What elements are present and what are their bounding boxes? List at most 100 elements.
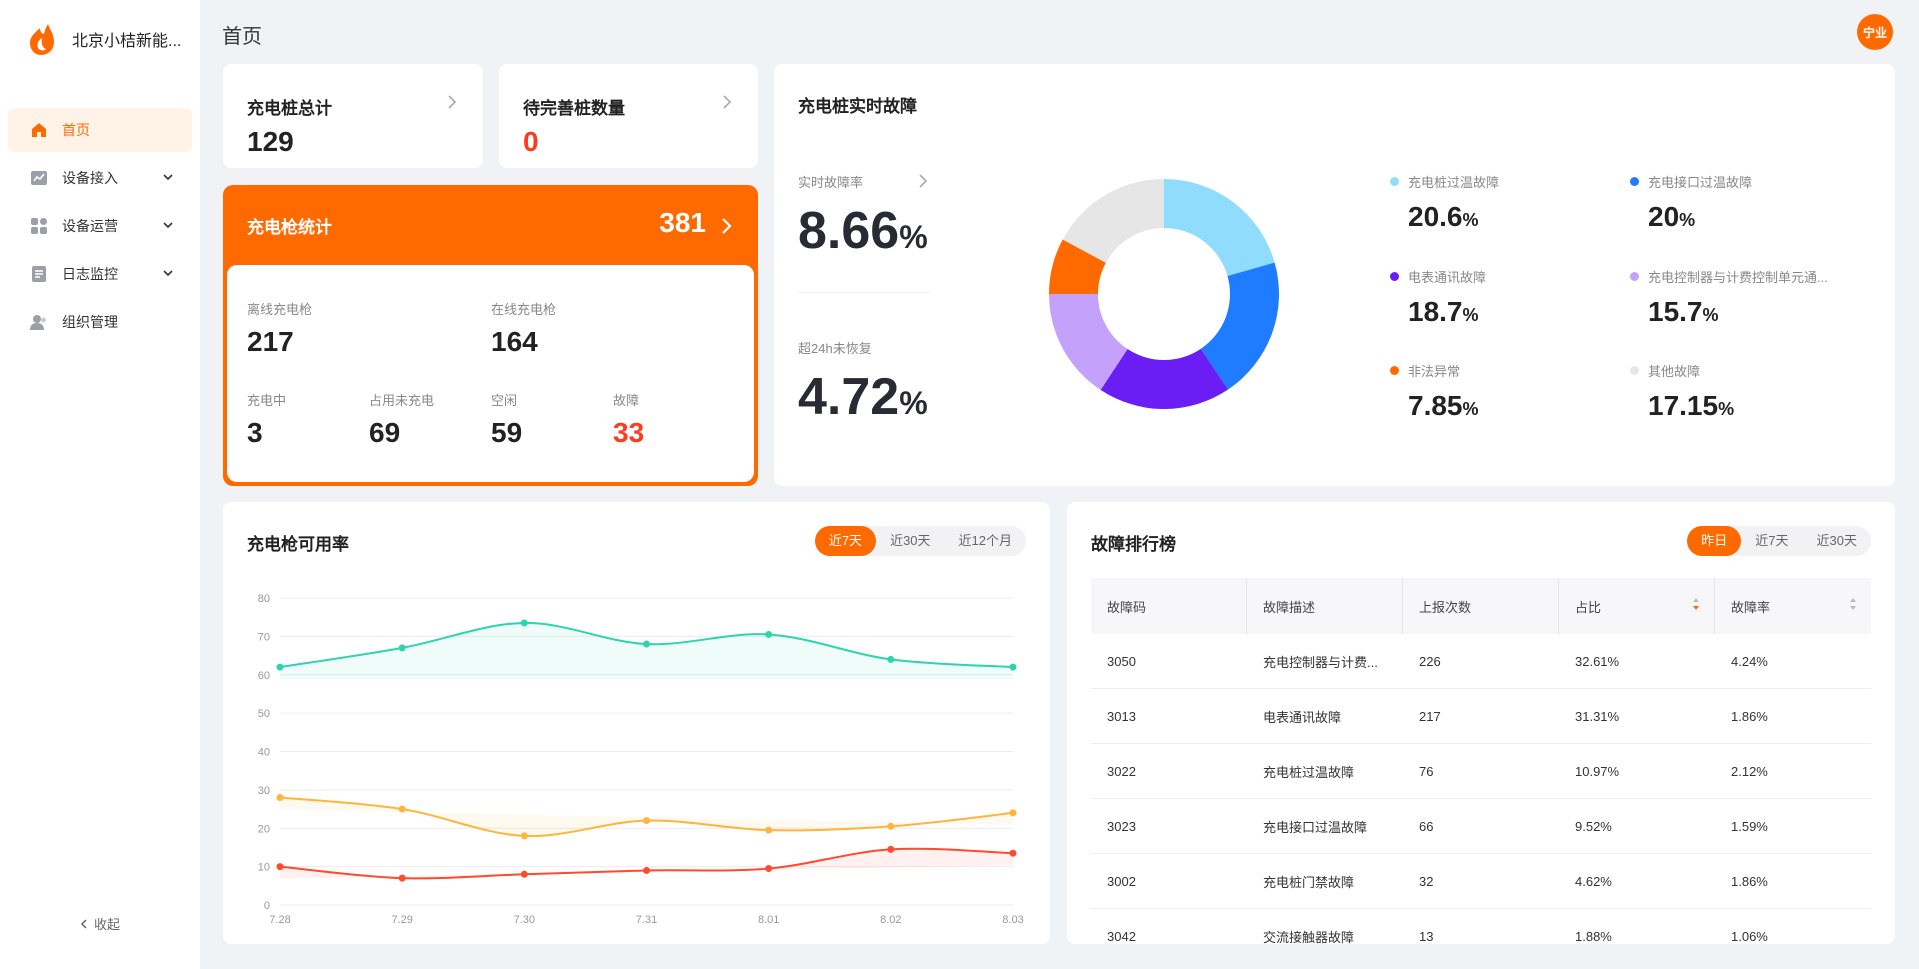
sidebar-item-label: 设备接入 [62, 170, 118, 186]
data-point [520, 832, 528, 840]
gun-stats-card[interactable]: 充电枪统计 381 离线充电枪 217 在线充电枪 164 充电中 3 占用未充… [223, 185, 758, 486]
availability-card: 充电枪可用率 近7天 近30天 近12个月 0 10 20 30 40 50 60 70 80 7… [223, 502, 1050, 944]
sidebar-item-label: 组织管理 [62, 314, 118, 330]
data-point [276, 663, 284, 671]
table-cell: 3013 [1107, 708, 1136, 724]
table-cell: 9.52% [1575, 818, 1612, 834]
data-point [765, 826, 773, 834]
unrecovered-value: 4.72% [798, 368, 928, 426]
tab-yesterday[interactable]: 昨日 [1687, 526, 1742, 556]
gun-stats-body: 离线充电枪 217 在线充电枪 164 充电中 3 占用未充电 69 空闲 59… [227, 265, 754, 482]
gun-stats-total: 381 [659, 207, 706, 238]
series-shadow [280, 848, 1013, 879]
sidebar: 北京小桔新能... 首页 设备接入 设备运营 日志监控 [0, 0, 200, 969]
collapse-button[interactable]: 收起 [80, 914, 120, 933]
realtime-fault-title: 充电桩实时故障 [798, 97, 917, 116]
legend-item: 非法异常 7.85% [1390, 361, 1479, 422]
brand-logo-icon [30, 24, 54, 55]
unrecovered-label: 超24h未恢复 [798, 341, 872, 356]
table-cell: 4.62% [1575, 873, 1612, 889]
table-row[interactable]: 3050 充电控制器与计费... 226 32.61% 4.24% [1091, 634, 1871, 689]
collapse-label: 收起 [94, 917, 121, 932]
table-cell: 32.61% [1575, 653, 1620, 669]
table-row[interactable]: 3023 充电接口过温故障 66 9.52% 1.59% [1091, 799, 1871, 854]
table-row[interactable]: 3013 电表通讯故障 217 31.31% 1.86% [1091, 689, 1871, 744]
legend-value: 18.7% [1408, 296, 1479, 327]
legend-item: 其他故障 17.15% [1630, 361, 1734, 422]
pile-total-card[interactable]: 充电桩总计 129 [223, 64, 483, 168]
x-tick-label: 8.01 [758, 914, 779, 926]
sidebar-item-log-monitor[interactable]: 日志监控 [8, 252, 192, 296]
tab-7days[interactable]: 近7天 [1755, 533, 1789, 548]
brand[interactable]: 北京小桔新能... [28, 22, 181, 56]
series-shadow [280, 797, 1013, 837]
availability-line-chart: 0 10 20 30 40 50 60 70 80 7.28 7.29 7.30 7.31 8.01 8.0… [258, 593, 1024, 926]
chevron-down-icon [163, 270, 173, 277]
avatar[interactable]: 宁业 [1857, 14, 1893, 50]
legend-value: 20% [1648, 201, 1696, 232]
data-point [1009, 809, 1017, 817]
table-row[interactable]: 3002 充电桩门禁故障 32 4.62% 1.86% [1091, 854, 1871, 909]
x-tick-label: 8.02 [880, 914, 901, 926]
table-cell: 66 [1419, 818, 1434, 834]
donut-slice [1062, 179, 1164, 263]
chevron-right-icon [722, 218, 732, 234]
tab-12months[interactable]: 近12个月 [958, 533, 1012, 548]
stat-occupied: 占用未充电 69 [369, 390, 434, 449]
sort-icon[interactable] [1692, 597, 1700, 611]
pile-total-value: 129 [247, 126, 294, 157]
chevron-right-icon [448, 95, 457, 109]
legend-dot [1390, 177, 1399, 186]
column-header-fault-rate[interactable]: 故障率 [1715, 578, 1871, 634]
legend-value: 20.6% [1408, 201, 1479, 232]
x-tick-label: 7.30 [514, 914, 535, 926]
sidebar-item-org-manage[interactable]: 组织管理 [8, 300, 192, 344]
stat-value: 69 [369, 417, 401, 448]
y-tick-label: 50 [258, 708, 270, 720]
tab-7days[interactable]: 近7天 [814, 526, 877, 556]
sort-icon[interactable] [1849, 597, 1857, 611]
data-point [887, 845, 895, 853]
chevron-right-icon[interactable] [918, 173, 928, 189]
legend-label: 充电接口过温故障 [1648, 175, 1753, 190]
table-cell: 13 [1419, 928, 1434, 944]
table-row[interactable]: 3042 交流接触器故障 13 1.88% 1.06% [1091, 909, 1871, 945]
sidebar-item-device-operation[interactable]: 设备运营 [8, 204, 192, 248]
data-point [276, 863, 284, 871]
column-header-desc: 故障描述 [1247, 578, 1403, 634]
realtime-fault-card: 充电桩实时故障 实时故障率 8.66% 超24h未恢复 4.72% 充电桩过温故… [774, 64, 1895, 486]
legend-label: 其他故障 [1648, 364, 1701, 379]
pending-pile-card[interactable]: 待完善桩数量 0 [499, 64, 758, 168]
table-cell: 217 [1419, 708, 1441, 724]
legend-dot [1630, 177, 1639, 186]
data-point [887, 655, 895, 663]
fault-ranking-card: 故障排行榜 昨日 近7天 近30天 故障码 故障描述 上报次数 占比 故障率 3… [1067, 502, 1895, 944]
table-cell: 3022 [1107, 763, 1136, 779]
stat-fault: 故障 33 [613, 390, 644, 449]
sidebar-item-device-access[interactable]: 设备接入 [8, 156, 192, 200]
table-row[interactable]: 3022 充电桩过温故障 76 10.97% 2.12% [1091, 744, 1871, 799]
data-point [643, 640, 650, 648]
table-cell: 3050 [1107, 653, 1136, 669]
stat-label: 空闲 [491, 393, 518, 408]
table-cell: 充电控制器与计费... [1263, 654, 1378, 670]
table-cell: 4.24% [1731, 653, 1768, 669]
tab-30days[interactable]: 近30天 [1816, 533, 1857, 548]
legend-item: 充电桩过温故障 20.6% [1390, 172, 1499, 233]
sidebar-item-home[interactable]: 首页 [8, 108, 192, 152]
legend-dot [1390, 366, 1399, 375]
column-header-ratio[interactable]: 占比 [1559, 578, 1715, 634]
donut-slice [1100, 348, 1229, 409]
stat-label: 离线充电枪 [247, 302, 313, 317]
data-point [520, 870, 528, 878]
tab-30days[interactable]: 近30天 [890, 533, 931, 548]
stat-label: 故障 [613, 393, 640, 408]
fault-rate-metric[interactable]: 实时故障率 8.66% [798, 172, 928, 261]
legend-item: 充电接口过温故障 20% [1630, 172, 1752, 233]
donut-slice [1049, 239, 1106, 294]
fault-rate-value: 8.66% [798, 202, 928, 260]
chevron-down-icon [163, 222, 173, 229]
home-icon [30, 121, 48, 139]
table-cell: 交流接触器故障 [1263, 929, 1355, 945]
data-point [520, 619, 528, 627]
